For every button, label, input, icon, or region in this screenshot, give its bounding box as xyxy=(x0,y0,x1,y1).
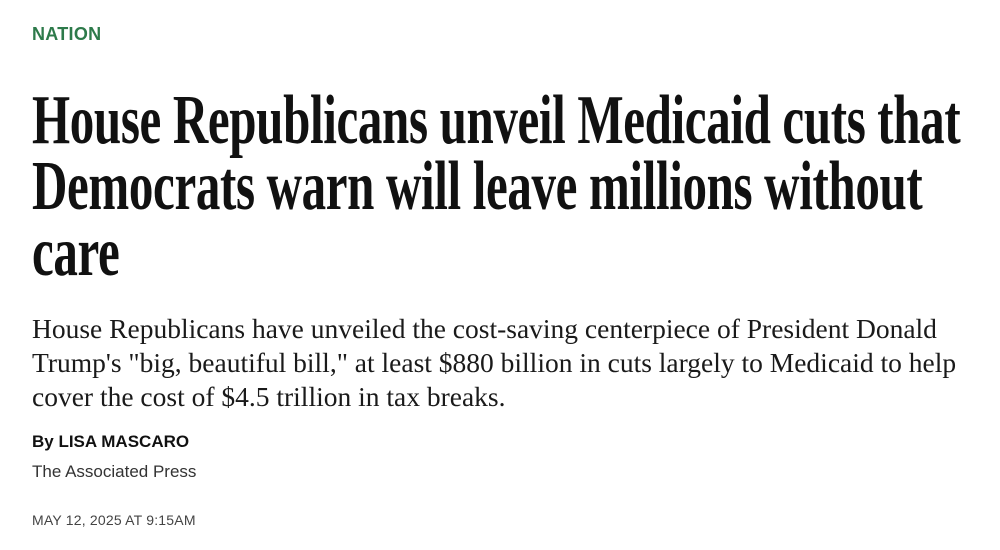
publisher: The Associated Press xyxy=(32,462,197,481)
section-label[interactable]: NATION xyxy=(32,24,102,44)
publish-date: MAY 12, 2025 AT 9:15AM xyxy=(32,512,196,528)
headline-container: House Republicans unveil Medicaid cuts t… xyxy=(32,88,992,288)
summary: House Republicans have unveiled the cost… xyxy=(32,313,957,412)
headline: House Republicans unveil Medicaid cuts t… xyxy=(32,88,961,288)
byline[interactable]: By LISA MASCARO xyxy=(32,432,190,451)
